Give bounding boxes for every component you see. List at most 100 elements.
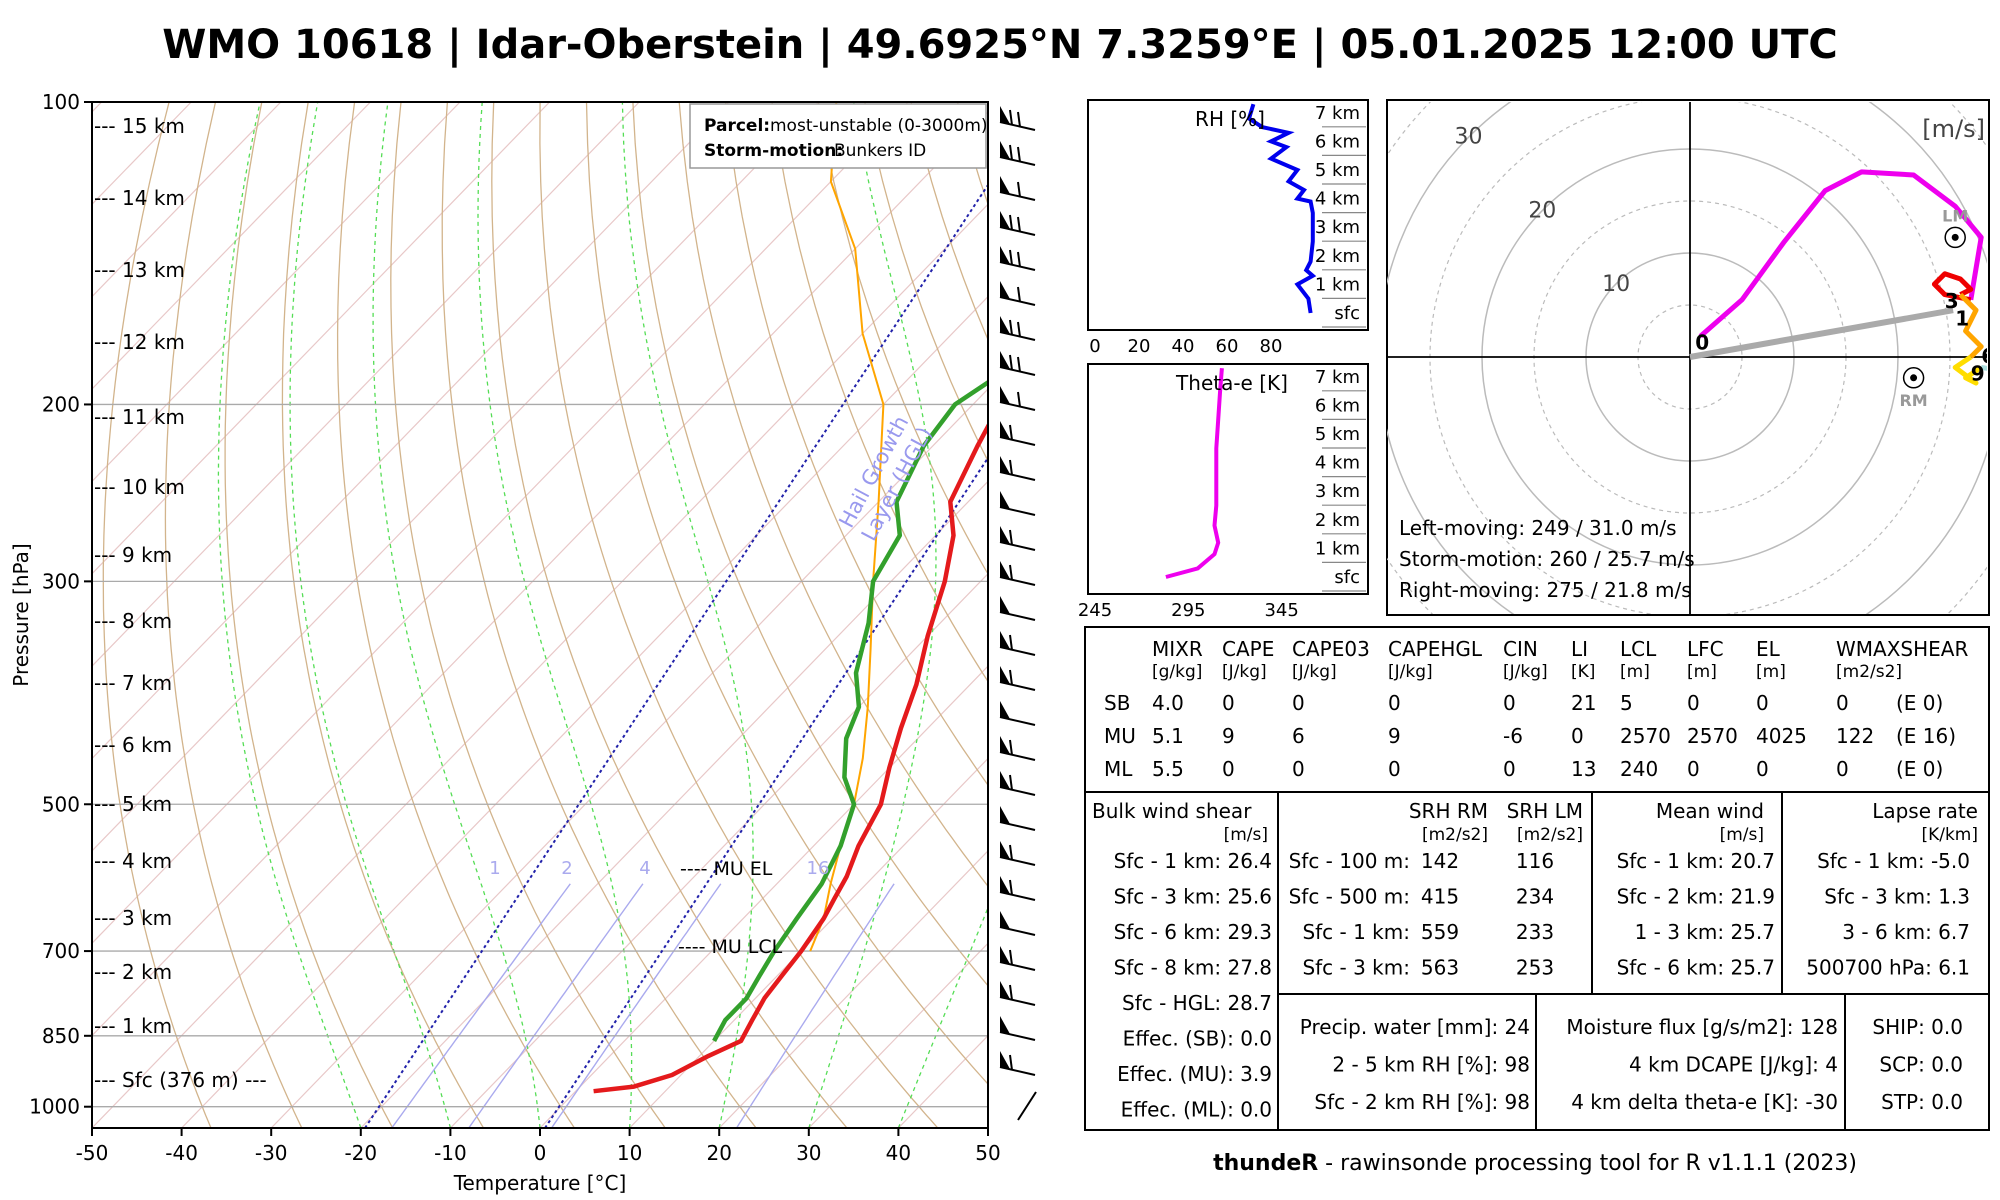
parcel-line [809, 102, 885, 952]
wind-barb [999, 771, 1036, 796]
rh-height-label: 2 km [1315, 246, 1360, 267]
hodograph-unit: [m/s] [1922, 115, 1985, 143]
hodograph-ring-label: 30 [1454, 124, 1482, 149]
param-cell: (E 0) [1896, 691, 1943, 715]
storm-motion-label: RM [1899, 391, 1927, 410]
height-label: --- 9 km [94, 543, 172, 567]
hodograph-ring-label: 20 [1528, 198, 1556, 223]
srh-lm-title: SRH LM [1507, 799, 1583, 823]
param-header: WMAXSHEAR [1836, 637, 1968, 661]
footer-tool-name: thundeR [1213, 1151, 1318, 1176]
height-label: --- 4 km [94, 849, 172, 873]
height-label: --- 1 km [94, 1014, 172, 1038]
param-table-content: MIXR[g/kg]CAPE[J/kg]CAPE03[J/kg]CAPEHGL[… [1104, 637, 1968, 781]
param-unit: [J/kg] [1503, 662, 1548, 682]
wind-barb [999, 526, 1036, 551]
wind-barbs [999, 106, 1037, 1121]
composite-index: SHIP: 0.0 [1872, 1015, 1963, 1039]
x-axis-label: Temperature [°C] [453, 1171, 627, 1195]
rh-title: RH [%] [1195, 107, 1265, 131]
moist-adiabat [808, 102, 937, 1128]
rh-height-label: 7 km [1315, 103, 1360, 124]
hodograph-info-storm: Storm-motion: 260 / 25.7 m/s [1399, 547, 1695, 571]
mixing-ratio-label: 1 [489, 858, 500, 879]
hodograph-info-lm: Left-moving: 249 / 31.0 m/s [1399, 516, 1677, 540]
mixing-ratio-label: 16 [807, 858, 830, 879]
legend-storm-label: Storm-motion: [704, 141, 843, 161]
srh-row-label: Sfc - 3 km: [1302, 956, 1410, 980]
param-unit: [J/kg] [1222, 662, 1267, 682]
mixing-ratio-line [736, 883, 895, 1128]
param-header: CAPEHGL [1388, 637, 1483, 661]
figure-title: WMO 10618 | Idar-Oberstein | 49.6925°N 7… [162, 22, 1838, 69]
p-tick-label: 100 [42, 90, 80, 114]
hodograph-height-label: 6 [1981, 344, 1995, 368]
moisture-row: 4 km delta theta-e [K]: -30 [1571, 1090, 1838, 1114]
wind-barb [999, 911, 1036, 936]
rh-height-label: 4 km [1315, 189, 1360, 210]
srh-rm-value: 559 [1421, 920, 1459, 944]
height-label: --- 14 km [94, 186, 185, 210]
height-label: --- 15 km [94, 114, 185, 138]
theta-e-frame [1087, 363, 1369, 595]
mixing-ratio-label: 2 [561, 858, 572, 879]
dry-adiabat [817, 102, 988, 576]
composite-index: SCP: 0.0 [1879, 1053, 1963, 1077]
srh-rm-value: 415 [1421, 885, 1459, 909]
dry-adiabat [164, 102, 303, 1128]
theta-e-x-tick: 345 [1264, 600, 1298, 621]
p-tick-label: 1000 [29, 1095, 80, 1119]
isotherm [808, 942, 988, 1128]
isotherm [270, 388, 988, 1128]
srh-rm-value: 142 [1421, 849, 1459, 873]
param-cell: -6 [1503, 724, 1523, 748]
rh-inner: 0 20 40 60 80 7 km 6 km 5 km 4 km 3 km 2 km 1 km sfc [1089, 103, 1366, 357]
wind-barb [999, 211, 1036, 236]
hodograph-segment [1958, 292, 1984, 359]
param-header: LCL [1620, 637, 1657, 661]
param-cell: 5.5 [1152, 757, 1184, 781]
param-header: CAPE03 [1292, 637, 1370, 661]
mixing-ratio-labels: 1 2 4 16 [489, 858, 829, 879]
param-cell: 240 [1620, 757, 1658, 781]
param-row-label: SB [1104, 691, 1130, 715]
lapse-rate-row: 3 - 6 km: 6.7 [1842, 920, 1970, 944]
height-label: --- 3 km [94, 906, 172, 930]
wind-barb [999, 981, 1036, 1006]
mean-wind-row: 1 - 3 km: 25.7 [1635, 920, 1775, 944]
srh-row-label: Sfc - 500 m: [1289, 885, 1410, 909]
wind-barb [999, 246, 1036, 271]
moist-adiabat [477, 102, 633, 1128]
theta-e-panel: 245 295 345 7 km 6 km 5 km 4 km 3 km 2 km 1 km sfc… [1078, 363, 1369, 621]
skew-t-background-lines [92, 102, 988, 1128]
lapse-rate-row: Sfc - 3 km: 1.3 [1824, 885, 1970, 909]
dry-adiabat [724, 102, 988, 787]
moisture-row: Moisture flux [g/s/m2]: 128 [1566, 1015, 1838, 1039]
moisture-row: Sfc - 2 km RH [%]: 98 [1314, 1090, 1530, 1114]
hodograph-ring-label: 10 [1602, 272, 1630, 297]
theta-e-line [1165, 368, 1224, 579]
hgl-label: Hail Growth Layer (HGL) [834, 412, 936, 545]
moist-adiabat [621, 102, 754, 1128]
theta-e-x-tick: 245 [1078, 600, 1112, 621]
p-tick-label: 200 [42, 392, 80, 416]
hodograph-height-label: 3 [1945, 289, 1959, 313]
theta-e-height-label: 6 km [1315, 395, 1360, 416]
dewpoint-line [712, 379, 988, 1042]
skew-t-frame [91, 101, 989, 1129]
param-cell: 0 [1503, 691, 1516, 715]
param-cell: 4.0 [1152, 691, 1184, 715]
param-cell: 0 [1836, 757, 1849, 781]
height-label: --- 10 km [94, 475, 185, 499]
rh-height-label: 3 km [1315, 217, 1360, 238]
hodograph-info-rm: Right-moving: 275 / 21.8 m/s [1399, 578, 1692, 602]
isotherm [92, 102, 909, 945]
param-table-frame [1084, 626, 1990, 793]
rh-height-label: 5 km [1315, 160, 1360, 181]
mu-el-label: ---- MU EL [680, 858, 773, 880]
rh-x-tick: 60 [1216, 336, 1239, 357]
dry-adiabat [585, 102, 988, 1086]
param-cell: 13 [1571, 757, 1596, 781]
param-cell: 9 [1388, 724, 1401, 748]
param-cell: 0 [1756, 757, 1769, 781]
